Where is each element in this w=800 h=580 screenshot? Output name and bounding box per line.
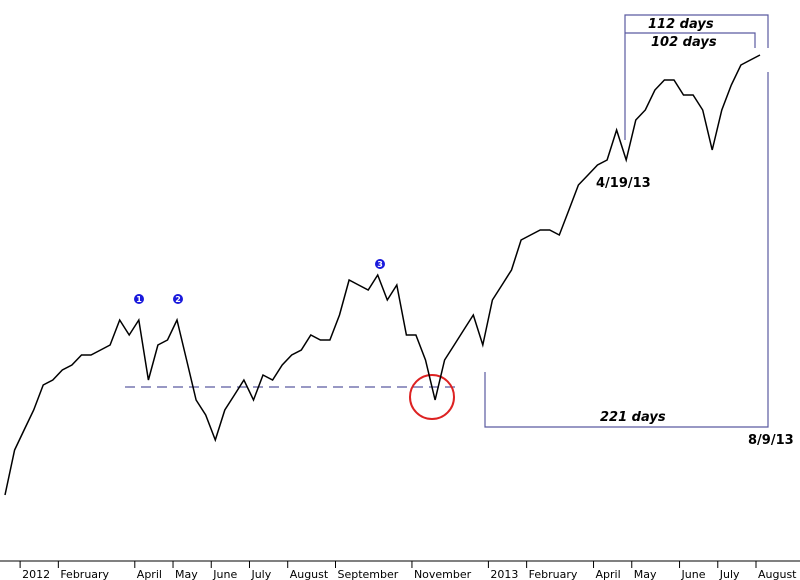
marker: [173, 294, 183, 304]
annotation: 221 days: [600, 410, 666, 425]
marker-label: 2: [175, 295, 181, 304]
x-tick-label: 2013: [490, 568, 518, 580]
marker: [375, 259, 385, 269]
x-tick-label: November: [414, 568, 472, 580]
price-line: [4, 54, 761, 496]
x-tick-label: September: [337, 568, 398, 580]
x-tick-label: 2012: [22, 568, 50, 580]
x-tick-label: April: [137, 568, 162, 580]
x-tick-label: August: [290, 568, 329, 580]
annotation: 112 days: [648, 17, 714, 32]
x-tick-label: July: [719, 568, 740, 580]
x-tick-label: August: [758, 568, 797, 580]
marker-label: 3: [377, 260, 383, 269]
x-tick-label: May: [175, 568, 198, 580]
x-tick-label: February: [529, 568, 578, 580]
x-tick-label: April: [596, 568, 621, 580]
x-tick-label: June: [681, 568, 706, 580]
annotation-shapes: [125, 14, 769, 428]
x-tick-label: July: [250, 568, 271, 580]
x-tick-label: June: [212, 568, 237, 580]
annotation: 4/19/13: [596, 176, 651, 191]
annotation: 102 days: [651, 35, 717, 50]
x-tick-label: May: [634, 568, 657, 580]
marker: [134, 294, 144, 304]
annotation: 8/9/13: [748, 433, 794, 448]
x-tick-label: February: [60, 568, 109, 580]
marker-label: 1: [136, 295, 142, 304]
